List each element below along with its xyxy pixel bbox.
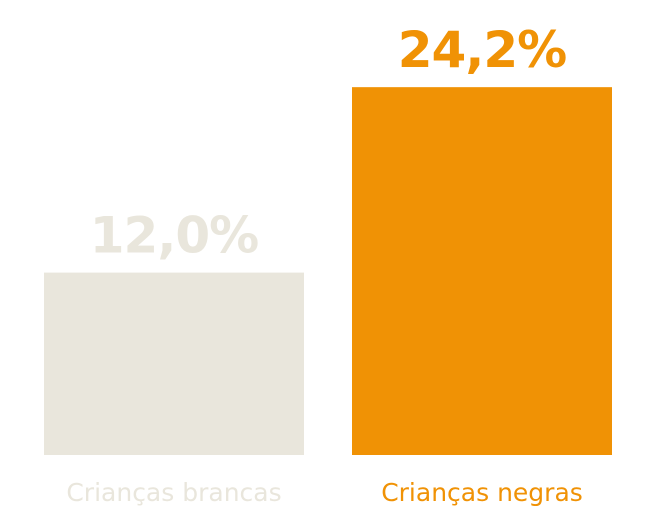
bar	[44, 272, 304, 455]
value-label: 24,2%	[398, 21, 566, 79]
value-label: 12,0%	[90, 207, 258, 265]
category-label: Crianças brancas	[66, 478, 281, 507]
bar	[352, 87, 612, 455]
category-label: Crianças negras	[381, 478, 583, 507]
